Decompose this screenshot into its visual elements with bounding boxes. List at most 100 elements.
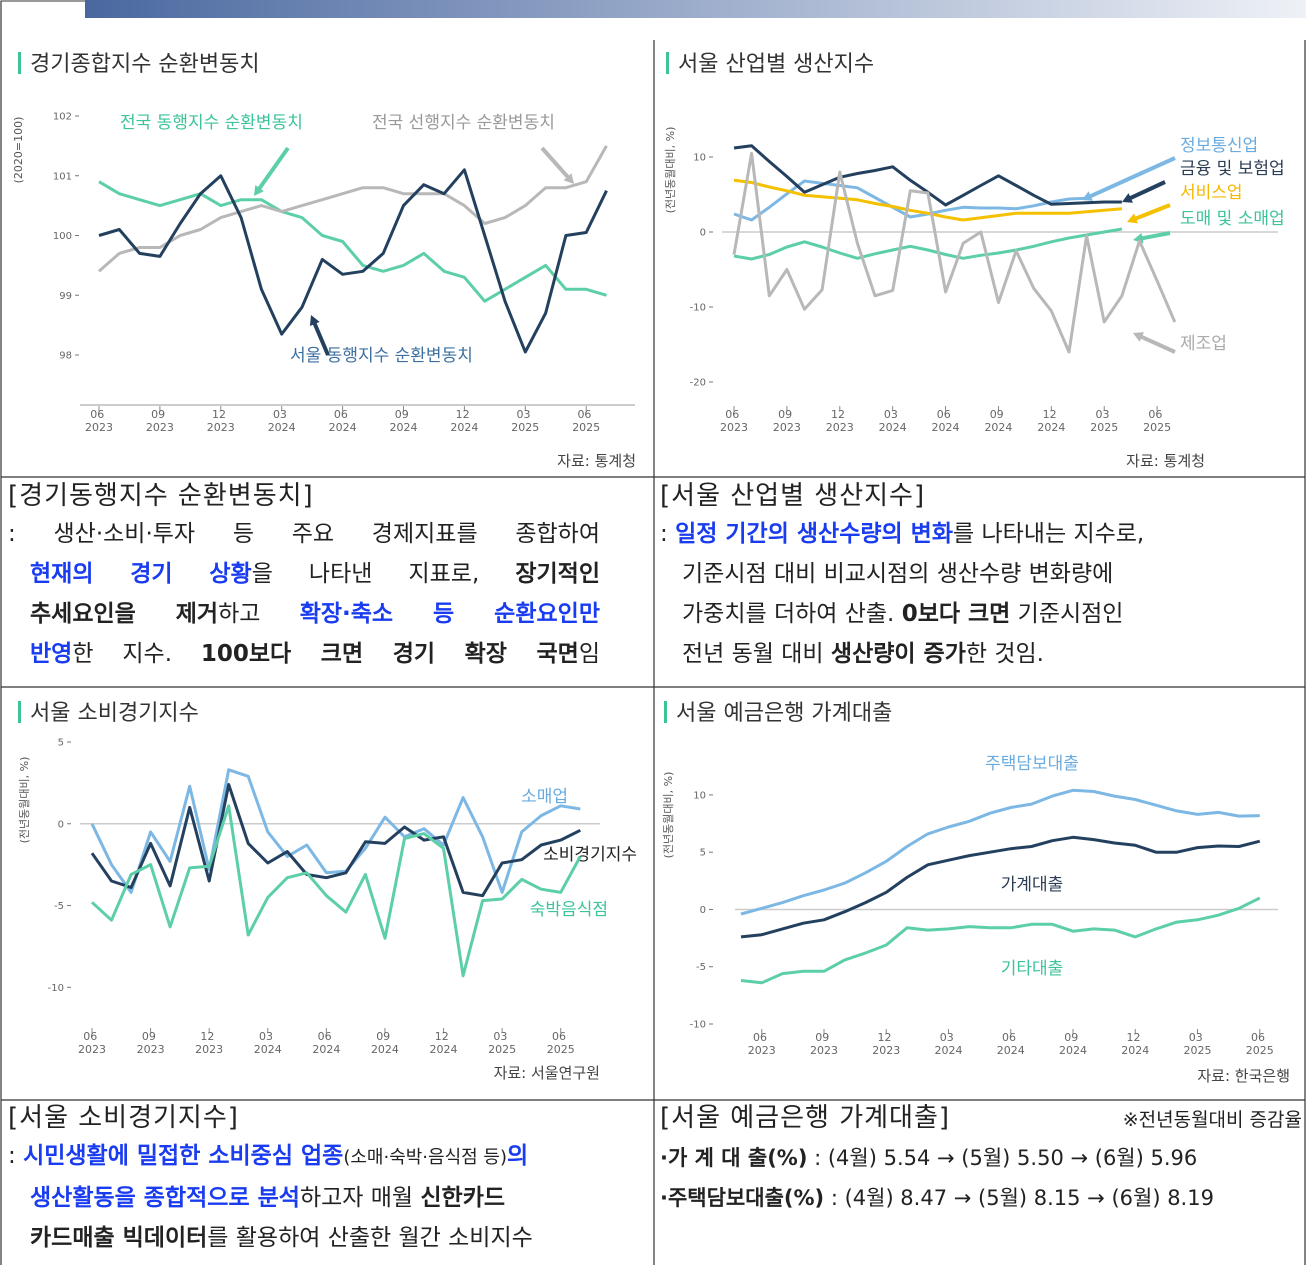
y-tick-label: -5 [696, 962, 706, 973]
arrow [1131, 203, 1171, 222]
text-line: ·주택담보대출(%) : (4월) 8.47 → (5월) 8.15 → (6월… [660, 1178, 1302, 1218]
y-tick-label: -5 [54, 901, 64, 912]
text-run: 일정 기간의 생산수량의 변화 [675, 521, 954, 547]
x-tick-label: 12 2024 [450, 408, 478, 434]
y-tick-label: 98 [59, 351, 72, 362]
y-tick-label: 10 [693, 153, 706, 164]
text-run: 한 것임. [965, 641, 1044, 667]
text-run: ·주택담보대출(%) [660, 1186, 825, 1210]
header-box [0, 0, 85, 40]
text-run: : 생산·소비·투자 등 주요 경제지표를 종합하여 [8, 521, 600, 547]
text-run: 기준시점인 [1010, 601, 1124, 627]
text-run: 기준시점 대비 비교시점의 생산수량 변화량에 [682, 561, 1114, 587]
series-label: 정보통신업 [1180, 136, 1258, 156]
text-run: 반영 [30, 641, 73, 667]
series-line [740, 788, 1260, 916]
arrow-head [309, 315, 320, 326]
x-tick-label: 06 2025 [547, 1030, 575, 1056]
text-line: 카드매출 빅데이터를 활용하여 산출한 월간 소비지수 [8, 1218, 648, 1258]
x-tick-label: 09 2024 [1059, 1031, 1087, 1057]
x-tick-label: 06 2025 [1246, 1031, 1274, 1057]
series-line [740, 896, 1261, 985]
arrow-head [1133, 332, 1144, 342]
title-bar [664, 701, 667, 723]
text-run: 장기적인 [515, 561, 600, 587]
chart-title: 서울 산업별 생산지수 [678, 52, 874, 77]
text-line: 생산활동을 종합적으로 분석하고자 매월 신한카드 [8, 1178, 648, 1218]
text-run: (소매·숙박·음식점 등) [343, 1147, 508, 1168]
series-label: 소매업 [521, 787, 568, 807]
series-line [90, 804, 582, 978]
text-run: 를 활용하여 산출한 월간 소비지수 [207, 1225, 533, 1251]
x-tick-label: 12 2024 [430, 1030, 458, 1056]
text-line: 전년 동월 대비 생산량이 증가한 것임. [660, 634, 1300, 674]
series-label: 서비스업 [1180, 183, 1243, 203]
text-section: [서울 예금은행 가계대출] ※전년동월대비 증감율 ·가 계 대 출(%) : (… [660, 1100, 1302, 1218]
x-tick-label: 03 2025 [511, 408, 539, 434]
x-tick-label: 06 2023 [85, 408, 113, 434]
x-tick-label: 09 2024 [371, 1030, 399, 1056]
y-tick-label: 5 [58, 738, 64, 749]
series-line [733, 227, 1123, 261]
x-tick-label: 09 2023 [146, 408, 174, 434]
y-axis-label: (전년동월대비, %) [18, 757, 31, 844]
arrow-head [1122, 193, 1133, 203]
text-line: ·가 계 대 출(%) : (4월) 5.54 → (5월) 5.50 → (6… [660, 1138, 1302, 1178]
text-run: 카드매출 빅데이터 [30, 1225, 208, 1251]
x-tick-label: 09 2024 [984, 408, 1012, 434]
series-line [90, 783, 581, 898]
y-tick-label: 0 [700, 905, 706, 916]
text-run: 가중치를 더하여 산출. [682, 601, 902, 627]
text-run: 한 지수. [72, 641, 201, 667]
x-tick-label: 03 2024 [935, 1031, 963, 1057]
y-tick-label: 101 [53, 171, 72, 182]
x-tick-label: 12 2024 [1121, 1031, 1149, 1057]
text-run: 전년 동월 대비 [682, 641, 831, 667]
x-tick-label: 03 2025 [488, 1030, 516, 1056]
x-tick-label: 06 2023 [748, 1031, 776, 1057]
series-line [740, 835, 1261, 939]
series-label: 금융 및 보험업 [1180, 159, 1285, 179]
section-heading: [서울 소비경기지수] [8, 1100, 648, 1136]
arrow [311, 319, 330, 356]
text-run: 추세요인을 제거 [30, 601, 219, 627]
arrow [540, 146, 572, 181]
chart-title: 경기종합지수 순환변동치 [30, 52, 260, 77]
source: 자료: 한국은행 [1197, 1067, 1290, 1085]
arrow [255, 146, 290, 193]
section-title: [서울 예금은행 가계대출] [660, 1103, 951, 1133]
text-line: 추세요인을 제거하고 확장·축소 등 순환요인만 [8, 594, 600, 634]
y-axis-label: (전년동월대비, %) [662, 772, 675, 859]
series-label: 서울 동행지수 순환변동치 [290, 346, 473, 366]
y-axis-label: (2020=100) [12, 117, 25, 184]
text-run: 하고자 매월 [299, 1185, 421, 1211]
series-line [733, 178, 1123, 222]
x-tick-label: 06 2023 [720, 408, 748, 434]
x-tick-label: 12 2023 [826, 408, 854, 434]
series-label: 전국 동행지수 순환변동치 [120, 113, 303, 133]
arrow [1126, 180, 1166, 202]
title-bar [666, 52, 669, 74]
y-tick-label: -10 [690, 1020, 706, 1031]
arrow [1138, 231, 1171, 241]
y-tick-label: -20 [690, 378, 706, 389]
series-label: 주택담보대출 [985, 754, 1079, 774]
series-label: 제조업 [1180, 334, 1227, 354]
text-run: : (4월) 5.54 → (5월) 5.50 → (6월) 5.96 [807, 1146, 1198, 1170]
x-tick-label: 06 2024 [329, 408, 357, 434]
text-line: : 시민생활에 밀접한 소비중심 업종(소매·숙박·음식점 등)의 [8, 1136, 648, 1178]
text-line: : 생산·소비·투자 등 주요 경제지표를 종합하여 [8, 514, 600, 554]
x-tick-label: 06 2024 [932, 408, 960, 434]
text-run: 하고 [218, 601, 300, 627]
series-line [98, 168, 608, 354]
text-run: 생산활동을 종합적으로 분석 [30, 1185, 300, 1211]
series-line [98, 180, 607, 303]
text-run: : (4월) 8.47 → (5월) 8.15 → (6월) 8.19 [824, 1186, 1214, 1210]
arrow-head [563, 173, 574, 184]
header-bar [85, 0, 1306, 18]
x-tick-label: 03 2025 [1184, 1031, 1212, 1057]
text-line: : 일정 기간의 생산수량의 변화를 나타내는 지수로, [660, 514, 1300, 554]
section-heading: [서울 산업별 생산지수] [660, 478, 1300, 514]
